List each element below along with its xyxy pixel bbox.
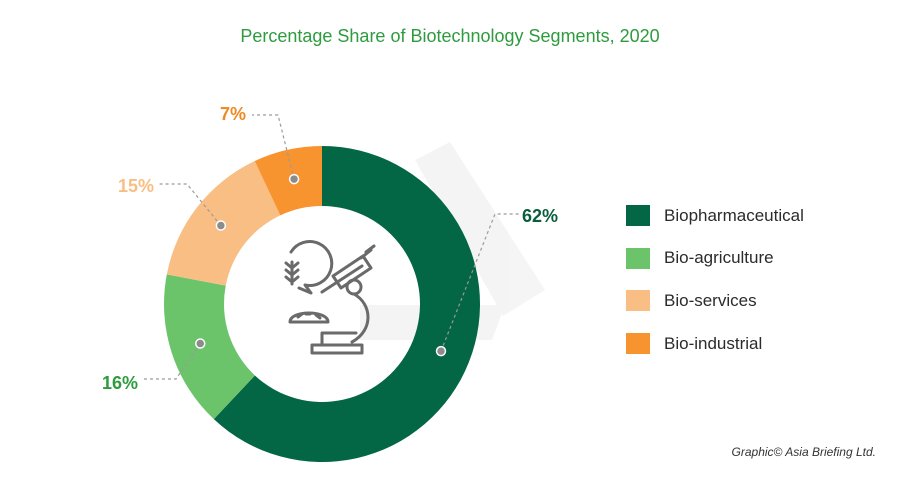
slice-bio-industrial bbox=[254, 146, 322, 216]
slice-biopharmaceutical bbox=[213, 146, 480, 462]
leader-dot bbox=[215, 220, 227, 231]
data-label-bio-agriculture: 16% bbox=[102, 373, 138, 393]
data-label-bio-services: 15% bbox=[118, 176, 154, 196]
leader-line bbox=[159, 183, 222, 226]
legend-label: Bio-agriculture bbox=[664, 248, 774, 268]
data-label-biopharmaceutical: 62% bbox=[522, 206, 558, 226]
legend-swatch bbox=[626, 247, 650, 269]
legend-label: Bio-services bbox=[664, 290, 757, 310]
legend-item-biopharmaceutical: Biopharmaceutical bbox=[626, 205, 804, 226]
leader-dot bbox=[288, 173, 300, 185]
leader-dot bbox=[435, 345, 447, 357]
legend-swatch bbox=[626, 290, 650, 312]
chart-legend: Biopharmaceutical Bio-agriculture Bio-se… bbox=[626, 205, 804, 376]
data-label-bio-industrial: 7% bbox=[220, 104, 246, 124]
slice-bio-agriculture bbox=[163, 274, 255, 420]
legend-item-bio-services: Bio-services bbox=[626, 290, 804, 312]
graphic-credit: Graphic© Asia Briefing Ltd. bbox=[731, 445, 876, 459]
leader-line bbox=[143, 343, 201, 380]
leader-dot bbox=[195, 338, 206, 349]
chart-title: Percentage Share of Biotechnology Segmen… bbox=[240, 26, 660, 46]
leader-line bbox=[440, 213, 520, 352]
legend-label: Bio-industrial bbox=[664, 333, 763, 353]
legend-item-bio-agriculture: Bio-agriculture bbox=[626, 247, 804, 269]
legend-swatch bbox=[626, 333, 650, 355]
microscope-icon bbox=[284, 240, 376, 355]
leader-line bbox=[252, 114, 295, 180]
legend-label: Biopharmaceutical bbox=[664, 205, 804, 225]
legend-item-bio-industrial: Bio-industrial bbox=[626, 333, 804, 355]
legend-swatch bbox=[626, 205, 650, 226]
